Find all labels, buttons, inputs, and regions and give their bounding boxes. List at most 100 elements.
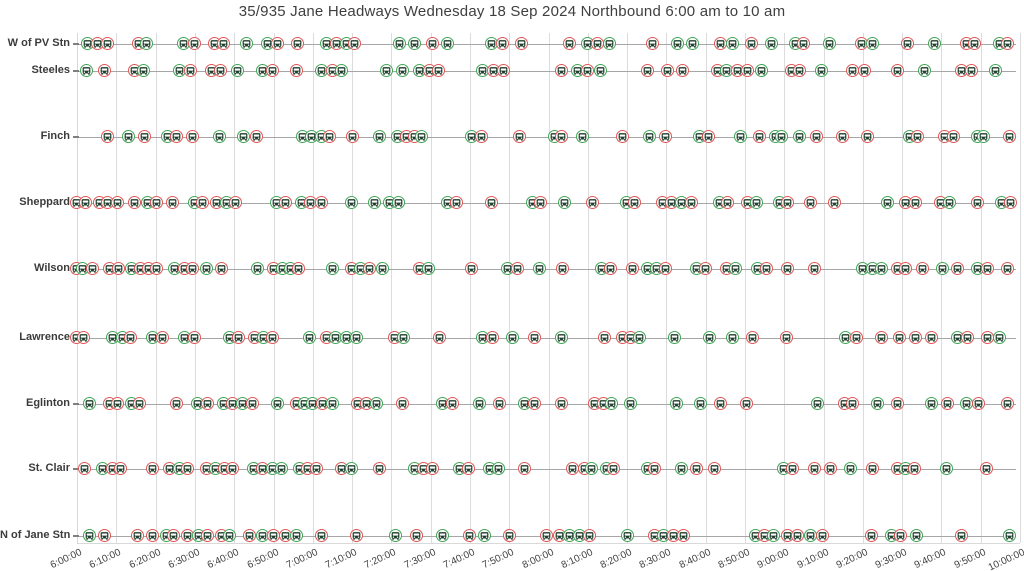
gridline: [234, 33, 236, 543]
bus-marker: [556, 262, 569, 275]
bus-marker: [226, 397, 240, 410]
bus-icon: [222, 198, 231, 207]
bus-icon: [372, 399, 381, 408]
bus-icon: [85, 531, 94, 540]
bus-icon: [317, 198, 326, 207]
bus-marker: [344, 196, 358, 209]
bus-marker: [425, 462, 439, 475]
bus-icon: [443, 39, 452, 48]
bus-icon: [410, 39, 419, 48]
bus-marker: [954, 529, 968, 542]
bus-icon: [180, 333, 189, 342]
bus-icon: [596, 66, 605, 75]
bus-marker: [927, 37, 941, 50]
bus-icon: [499, 66, 508, 75]
bus-marker: [764, 37, 778, 50]
bus-icon: [268, 333, 277, 342]
bus-icon: [83, 39, 92, 48]
bus-marker: [367, 196, 381, 209]
bus-marker: [1001, 262, 1015, 275]
gridline: [784, 33, 786, 543]
bus-icon: [272, 198, 281, 207]
bus-marker: [231, 331, 245, 344]
bus-marker: [707, 462, 721, 475]
bus-marker: [814, 64, 828, 77]
bus-icon: [565, 531, 574, 540]
bus-marker: [942, 196, 956, 209]
bus-icon: [489, 66, 498, 75]
bus-icon: [678, 66, 687, 75]
bus-icon: [217, 264, 226, 273]
bus-icon: [825, 39, 834, 48]
bus-icon: [817, 66, 826, 75]
bus-icon: [910, 464, 919, 473]
bus-icon: [79, 333, 88, 342]
x-axis-line: [77, 543, 1020, 544]
bus-icon: [455, 464, 464, 473]
bus-icon: [225, 333, 234, 342]
gridline: [116, 33, 118, 543]
bus-icon: [378, 264, 387, 273]
bus-icon: [352, 531, 361, 540]
bus-icon: [219, 399, 228, 408]
bus-marker: [441, 37, 455, 50]
bus-marker: [407, 37, 421, 50]
bus-marker: [315, 196, 329, 209]
bus-icon: [930, 39, 939, 48]
bus-icon: [347, 198, 356, 207]
bus-icon: [810, 264, 819, 273]
bus-icon: [896, 531, 905, 540]
bus-marker: [871, 397, 885, 410]
bus-icon: [242, 39, 251, 48]
bus-marker: [77, 462, 91, 475]
gridline: [587, 33, 589, 543]
bus-marker: [947, 130, 960, 143]
bus-icon: [307, 132, 316, 141]
bus-icon: [477, 132, 486, 141]
bus-icon: [565, 39, 574, 48]
bus-marker: [981, 331, 995, 344]
bus-marker: [666, 529, 680, 542]
bus-marker: [627, 196, 641, 209]
bus-marker: [646, 37, 659, 50]
bus-icon: [228, 464, 237, 473]
bus-icon: [190, 333, 199, 342]
bus-marker: [822, 37, 836, 50]
bus-icon: [722, 66, 731, 75]
bus-marker: [844, 462, 858, 475]
bus-icon: [783, 264, 792, 273]
bus-marker: [485, 331, 499, 344]
bus-icon: [867, 531, 876, 540]
bus-marker: [181, 529, 195, 542]
gridline: [941, 33, 943, 543]
bus-marker: [576, 130, 590, 143]
bus-icon: [895, 333, 904, 342]
bus-icon: [465, 531, 474, 540]
bus-icon: [618, 132, 627, 141]
bus-icon: [281, 198, 290, 207]
bus-marker: [432, 64, 446, 77]
bus-icon: [1003, 399, 1012, 408]
station-label: Wilson: [34, 262, 70, 274]
bus-icon: [677, 464, 686, 473]
bus-marker: [659, 130, 673, 143]
bus-icon: [258, 464, 267, 473]
gridline: [980, 33, 982, 543]
bus-marker: [379, 64, 393, 77]
bus-marker: [474, 130, 488, 143]
bus-icon: [918, 264, 927, 273]
bus-marker: [642, 130, 656, 143]
bus-marker: [534, 196, 548, 209]
bus-icon: [643, 66, 652, 75]
bus-icon: [231, 198, 240, 207]
bus-marker: [256, 529, 270, 542]
bus-icon: [997, 198, 1006, 207]
bus-icon: [860, 66, 869, 75]
bus-marker: [604, 262, 617, 275]
bus-icon: [467, 264, 476, 273]
bus-icon: [755, 132, 764, 141]
bus-icon: [677, 198, 686, 207]
bus-icon: [318, 399, 327, 408]
bus-icon: [140, 132, 149, 141]
bus-icon: [281, 531, 290, 540]
